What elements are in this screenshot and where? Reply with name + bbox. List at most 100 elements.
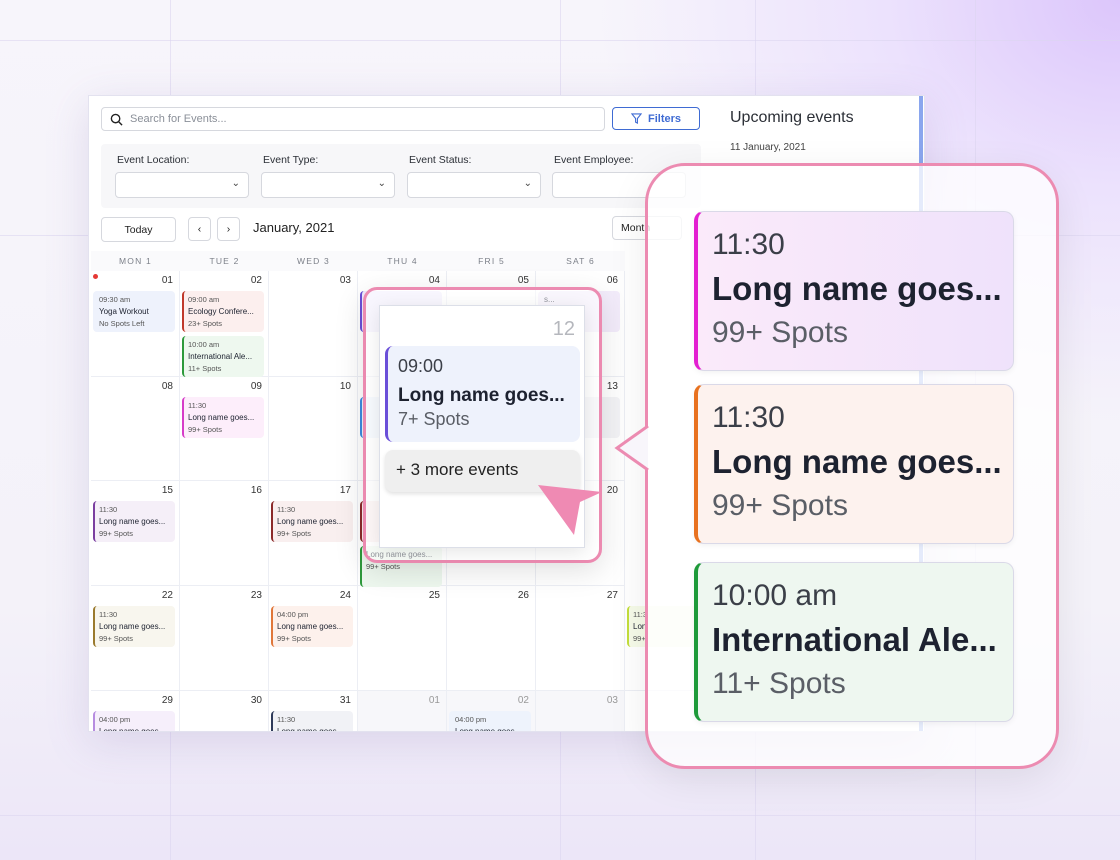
day-popover: 12 09:00 Long name goes... 7+ Spots + 3 … <box>363 287 602 563</box>
day-cell[interactable]: 30 <box>180 691 269 731</box>
event-name: Long name goes... <box>455 727 522 732</box>
next-month-button[interactable]: › <box>217 217 240 241</box>
calendar-event[interactable]: 04:00 pm Long name goes... 99+ Spots <box>271 606 353 647</box>
event-time: 11:30 <box>99 610 118 619</box>
day-number: 20 <box>606 485 618 496</box>
event-name: International Ale... <box>188 352 253 361</box>
callout-event-card[interactable]: 11:30 Long name goes... 99+ Spots <box>694 211 1014 371</box>
chevron-down-icon: ⌄ <box>523 178 532 189</box>
weekday-header: MON 1 <box>91 251 180 271</box>
filter-event-location: Event Location: ⌄ <box>115 154 249 198</box>
event-time: 04:00 pm <box>277 610 309 619</box>
calendar-event[interactable]: 11:30 Long name goes... <box>271 711 353 732</box>
filters-label: Filters <box>647 112 681 125</box>
popover-event[interactable]: 09:00 Long name goes... 7+ Spots <box>385 346 580 442</box>
day-cell[interactable]: 10 <box>269 377 358 481</box>
event-time: 09:30 am <box>99 295 131 304</box>
weekday-header: TUE 2 <box>180 251 269 271</box>
day-number: 22 <box>161 590 173 601</box>
day-cell[interactable]: 01 09:30 am Yoga Workout No Spots Left <box>91 271 180 377</box>
calendar-event[interactable]: 11:30 Long name goes... 99+ Spots <box>182 397 264 438</box>
today-indicator <box>93 274 98 279</box>
day-cell[interactable]: 25 <box>358 586 447 691</box>
today-button[interactable]: Today <box>101 217 176 242</box>
callout-event-card[interactable]: 11:30 Long name goes... 99+ Spots <box>694 384 1014 544</box>
calendar-event[interactable]: 10:00 am International Ale... 11+ Spots <box>182 336 264 377</box>
day-cell[interactable]: 08 <box>91 377 180 481</box>
day-cell[interactable]: 01 <box>358 691 447 731</box>
search-input[interactable]: Search for Events... <box>101 107 605 131</box>
calendar-event[interactable]: 04:00 pm Long name goes... <box>449 711 531 732</box>
filter-label: Event Status: <box>409 154 472 166</box>
calendar-event[interactable]: 09:00 am Ecology Confere... 23+ Spots <box>182 291 264 332</box>
day-cell[interactable]: 27 <box>536 586 625 691</box>
day-cell[interactable]: 03 <box>536 691 625 731</box>
event-time: 04:00 pm <box>455 715 487 724</box>
day-number: 29 <box>161 695 173 706</box>
event-name: Long name goes... <box>99 727 166 732</box>
status-select[interactable]: ⌄ <box>407 172 541 198</box>
event-time: 10:00 am <box>712 579 838 612</box>
day-cell[interactable]: 03 <box>269 271 358 377</box>
filters-button[interactable]: Filters <box>612 107 700 130</box>
event-name: Long name goes... <box>398 385 565 406</box>
prev-month-button[interactable]: ‹ <box>188 217 211 241</box>
event-time: 11:30 <box>277 505 296 514</box>
month-title: January, 2021 <box>253 220 335 235</box>
day-cell[interactable]: 09 11:30 Long name goes... 99+ Spots <box>180 377 269 481</box>
event-spots: 99+ Spots <box>99 529 133 538</box>
day-cell[interactable]: 24 04:00 pm Long name goes... 99+ Spots <box>269 586 358 691</box>
day-number: 25 <box>428 590 440 601</box>
weekday-header: WED 3 <box>269 251 358 271</box>
calendar-event[interactable]: 11:30 Long name goes... 99+ Spots <box>93 501 175 542</box>
event-name: Long name goes... <box>188 413 255 422</box>
calendar-event[interactable]: 11:30 Long name goes... 99+ Spots <box>271 501 353 542</box>
event-time: 10:00 am <box>188 340 220 349</box>
type-select[interactable]: ⌄ <box>261 172 395 198</box>
day-cell[interactable]: 15 11:30 Long name goes... 99+ Spots <box>91 481 180 586</box>
chevron-down-icon: ⌄ <box>231 178 240 189</box>
callout-pointer <box>614 426 649 470</box>
day-cell[interactable]: 20 <box>536 481 625 586</box>
day-cell[interactable]: 02 09:00 am Ecology Confere... 23+ Spots 10:… <box>180 271 269 377</box>
event-name: Long name goes... <box>277 727 344 732</box>
day-number: 27 <box>606 590 618 601</box>
event-name: Long name goes... <box>99 622 166 631</box>
event-name: Lon <box>633 622 647 631</box>
grid-line <box>0 40 1120 41</box>
day-cell[interactable]: 29 04:00 pm Long name goes... <box>91 691 180 732</box>
chevron-down-icon: ⌄ <box>377 178 386 189</box>
day-number: 10 <box>339 381 351 392</box>
callout-event-card[interactable]: 10:00 am International Ale... 11+ Spots <box>694 562 1014 722</box>
event-spots: 11+ Spots <box>712 667 846 700</box>
day-number: 04 <box>428 275 440 286</box>
day-number: 01 <box>428 695 440 706</box>
day-cell[interactable]: 31 11:30 Long name goes... <box>269 691 358 732</box>
event-name: Long name goes... <box>712 443 1002 480</box>
day-cell[interactable]: 16 <box>180 481 269 586</box>
day-cell[interactable]: 23 <box>180 586 269 691</box>
calendar-event[interactable]: 09:30 am Yoga Workout No Spots Left <box>93 291 175 332</box>
more-events-button[interactable]: + 3 more events <box>385 450 580 492</box>
calendar-event[interactable]: 11:30 Long name goes... 99+ Spots <box>93 606 175 647</box>
event-time: 04:00 pm <box>99 715 131 724</box>
event-time: 09:00 <box>398 356 444 376</box>
day-number: 03 <box>606 695 618 706</box>
grid-line <box>0 815 1120 816</box>
day-cell[interactable]: 17 11:30 Long name goes... 99+ Spots <box>269 481 358 586</box>
day-cell[interactable]: 02 04:00 pm Long name goes... <box>447 691 536 732</box>
event-name: International Ale... <box>712 621 997 658</box>
calendar-event[interactable]: 04:00 pm Long name goes... <box>93 711 175 732</box>
day-number: 02 <box>517 695 529 706</box>
event-spots: 99+ Spots <box>712 489 848 522</box>
weekday-header: FRI 5 <box>447 251 536 271</box>
day-cell[interactable]: 22 11:30 Long name goes... 99+ Spots <box>91 586 180 691</box>
event-name: Long name goes... <box>99 517 166 526</box>
event-spots: No Spots Left <box>99 319 145 328</box>
day-number: 08 <box>161 381 173 392</box>
day-number: 26 <box>517 590 529 601</box>
event-time: 11:30 <box>99 505 118 514</box>
event-name: Yoga Workout <box>99 307 149 316</box>
day-cell[interactable]: 26 <box>447 586 536 691</box>
location-select[interactable]: ⌄ <box>115 172 249 198</box>
